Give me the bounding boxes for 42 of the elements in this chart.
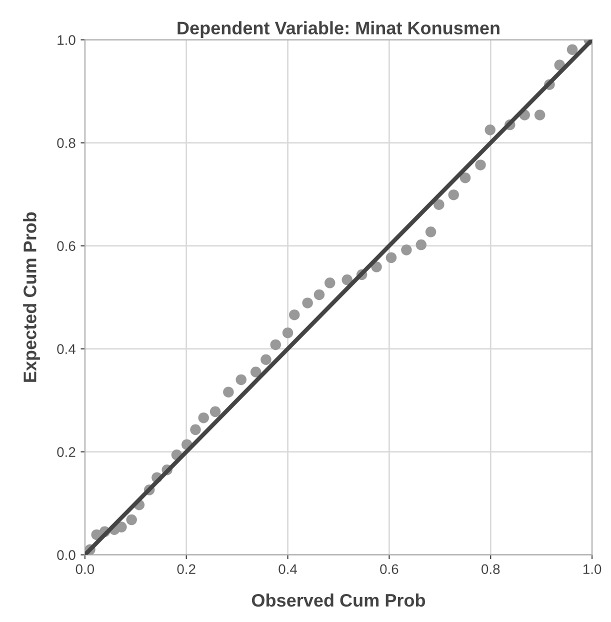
chart-title: Dependent Variable: Minat Konusmen	[178, 21, 500, 38]
point	[210, 406, 221, 418]
point	[386, 252, 397, 264]
y-tick-label: 1.0	[58, 35, 76, 45]
point	[260, 354, 272, 366]
point	[198, 412, 209, 424]
point	[448, 189, 459, 200]
point	[302, 298, 313, 308]
point	[416, 239, 427, 250]
y-tick-label: 0.4	[57, 344, 76, 354]
point	[434, 199, 444, 210]
y-tick-label: 0.2	[57, 447, 76, 457]
point	[116, 522, 127, 532]
x-tick-label: 0.8	[482, 564, 500, 574]
y-axis-title: Expected Cum Prob	[23, 212, 40, 382]
x-tick-label: 1.0	[583, 564, 602, 574]
point	[566, 44, 578, 55]
y-tick-label: 0.8	[57, 138, 76, 148]
x-tick-label: 0.2	[177, 564, 196, 574]
y-tick-label: 0.0	[57, 550, 76, 560]
x-axis-title: Observed Cum Prob	[252, 593, 426, 607]
x-tick-label: 0.6	[380, 564, 398, 574]
point	[126, 514, 137, 526]
point	[223, 386, 234, 398]
point	[282, 327, 294, 338]
point	[270, 339, 281, 350]
point	[425, 226, 436, 238]
point	[342, 274, 352, 286]
x-tick-label: 0.0	[76, 564, 94, 574]
point	[314, 289, 325, 300]
point	[236, 374, 247, 386]
point	[401, 244, 412, 256]
point	[324, 278, 336, 288]
point	[460, 172, 471, 184]
point	[250, 366, 262, 378]
point	[534, 110, 546, 120]
x-tick-label: 0.4	[278, 564, 298, 574]
point	[190, 424, 201, 436]
point	[288, 309, 300, 320]
point	[475, 160, 486, 170]
y-tick-label: 0.6	[57, 241, 76, 251]
point	[484, 124, 496, 136]
